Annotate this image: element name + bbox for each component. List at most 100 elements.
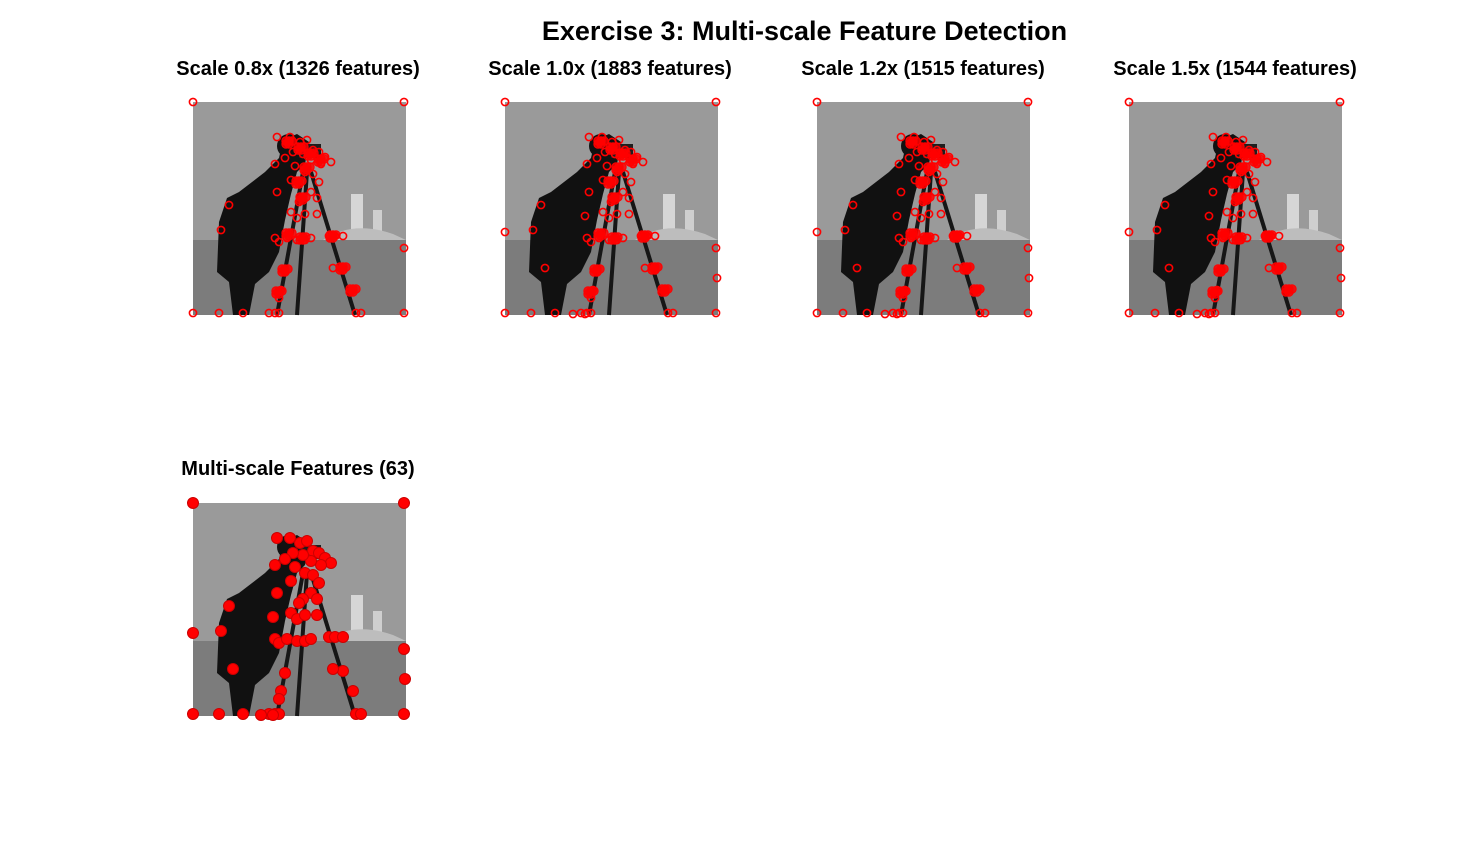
feature-marker: [306, 187, 316, 197]
feature-marker: [255, 709, 267, 721]
feature-marker: [1150, 308, 1160, 318]
feature-marker: [398, 497, 410, 509]
image-building: [997, 210, 1006, 232]
image-building: [1287, 194, 1299, 232]
feature-marker: [1222, 207, 1232, 217]
panel-title-scale-0.8: Scale 0.8x (1326 features): [176, 58, 420, 80]
feature-marker: [584, 187, 594, 197]
feature-marker: [264, 308, 274, 318]
feature-marker: [214, 308, 224, 318]
feature-marker: [270, 308, 280, 318]
feature-marker: [1206, 159, 1216, 169]
feature-marker: [550, 308, 560, 318]
image-building: [685, 210, 694, 232]
feature-cluster: [610, 235, 620, 245]
feature-marker: [586, 237, 596, 247]
feature-marker: [1248, 193, 1258, 203]
feature-marker: [604, 213, 614, 223]
feature-marker: [894, 159, 904, 169]
feature-cluster: [940, 157, 950, 167]
feature-marker: [1335, 243, 1345, 253]
feature-marker: [1124, 308, 1134, 318]
feature-marker: [916, 213, 926, 223]
feature-marker: [355, 708, 367, 720]
feature-cluster: [606, 179, 616, 189]
image-building: [373, 611, 382, 633]
feature-cluster: [280, 267, 290, 277]
feature-marker: [188, 308, 198, 318]
image-building: [351, 194, 363, 232]
feature-cluster: [1210, 289, 1220, 299]
feature-marker: [293, 597, 305, 609]
feature-marker: [399, 308, 409, 318]
feature-cluster: [294, 179, 304, 189]
axes-multi-scale: [187, 497, 411, 721]
feature-cluster: [904, 267, 914, 277]
feature-marker: [536, 200, 546, 210]
feature-marker: [584, 132, 594, 142]
feature-cluster: [1216, 267, 1226, 277]
feature-marker: [862, 308, 872, 318]
feature-marker: [898, 308, 908, 318]
panel-title-scale-1.5: Scale 1.5x (1544 features): [1113, 58, 1357, 80]
feature-marker: [1250, 177, 1260, 187]
feature-marker: [311, 593, 323, 605]
feature-cluster: [316, 157, 326, 167]
feature-cluster: [908, 139, 918, 149]
feature-marker: [896, 187, 906, 197]
feature-cluster: [1252, 157, 1262, 167]
feature-marker: [280, 153, 290, 163]
feature-marker: [1292, 308, 1302, 318]
feature-marker: [1200, 308, 1210, 318]
feature-marker: [187, 708, 199, 720]
feature-marker: [301, 535, 313, 547]
feature-marker: [313, 577, 325, 589]
feature-marker: [1152, 225, 1162, 235]
feature-marker: [582, 159, 592, 169]
image-dome: [1259, 228, 1342, 240]
image-photographer: [217, 134, 309, 315]
feature-marker: [270, 159, 280, 169]
feature-marker: [848, 200, 858, 210]
feature-marker: [626, 177, 636, 187]
feature-marker: [602, 161, 612, 171]
feature-marker: [285, 575, 297, 587]
feature-marker: [311, 609, 323, 621]
feature-marker: [975, 308, 985, 318]
feature-marker: [1248, 209, 1258, 219]
axes-scale-0.8: [188, 97, 409, 318]
feature-marker: [398, 643, 410, 655]
feature-marker: [227, 663, 239, 675]
feature-cluster: [1220, 139, 1230, 149]
feature-marker: [1242, 187, 1252, 197]
feature-marker: [274, 237, 284, 247]
feature-marker: [292, 213, 302, 223]
feature-marker: [880, 309, 890, 319]
feature-marker: [238, 308, 248, 318]
feature-marker: [314, 177, 324, 187]
panel-title-multi-scale: Multi-scale Features (63): [181, 458, 415, 480]
feature-cluster: [1284, 287, 1294, 297]
feature-marker: [888, 308, 898, 318]
feature-marker: [356, 308, 366, 318]
feature-cluster: [628, 157, 638, 167]
feature-cluster: [1234, 235, 1244, 245]
feature-cluster: [596, 139, 606, 149]
feature-marker: [812, 227, 822, 237]
feature-marker: [1216, 153, 1226, 163]
feature-marker: [1204, 309, 1214, 319]
feature-marker: [237, 708, 249, 720]
feature-marker: [347, 685, 359, 697]
image-dome: [323, 228, 406, 240]
feature-marker: [289, 561, 301, 573]
feature-marker: [297, 549, 309, 561]
feature-cluster: [922, 235, 932, 245]
feature-marker: [187, 497, 199, 509]
feature-marker: [924, 209, 934, 219]
feature-marker: [904, 153, 914, 163]
feature-marker: [1192, 309, 1202, 319]
feature-marker: [528, 225, 538, 235]
feature-marker: [1336, 273, 1346, 283]
feature-marker: [624, 209, 634, 219]
